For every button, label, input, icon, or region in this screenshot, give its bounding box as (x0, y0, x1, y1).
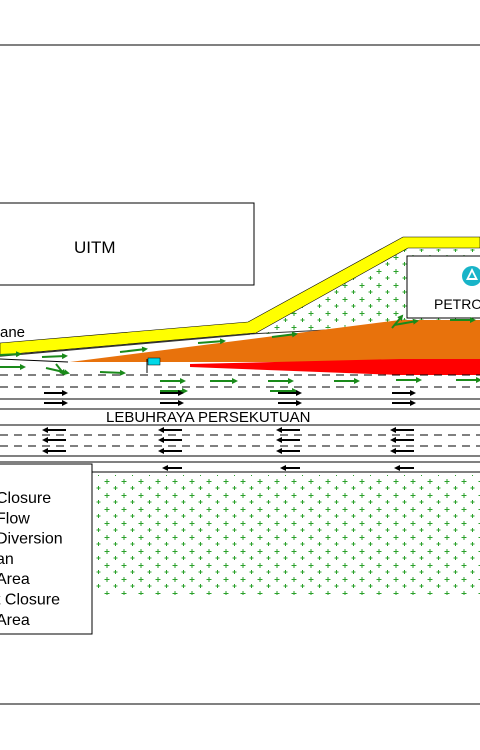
uitm-building (0, 202, 255, 286)
traffic-cone-icon (146, 357, 161, 373)
legend-item: Flow (0, 510, 30, 527)
lane-closure-orange (70, 320, 480, 362)
green-flow-arrow (197, 338, 226, 345)
road-markings (0, 358, 480, 473)
lane-edge-line (0, 333, 251, 357)
legend-item: t Closure (0, 592, 60, 609)
legend-box (0, 463, 93, 635)
legend-item: an (0, 551, 14, 568)
green-flow-arrow (41, 353, 68, 360)
legend-items: Closure Flow Diversion an Area t Closure Area (0, 490, 63, 629)
legend-item: Area (0, 571, 30, 588)
green-flow-arrow (45, 367, 70, 376)
petrol-station-block (406, 255, 480, 319)
grass-area-lower (93, 475, 480, 595)
green-flow-arrow (393, 318, 419, 326)
green-flow-arrow (271, 331, 298, 338)
petrol-logo-icon (462, 266, 480, 286)
uitm-label: UITM (74, 238, 116, 257)
black-traffic-arrows (42, 390, 416, 471)
green-flow-arrows (0, 314, 480, 394)
green-flow-arrow (0, 351, 22, 358)
green-flow-arrow (119, 346, 148, 353)
green-flow-arrow (55, 363, 66, 376)
legend-item: Diversion (0, 531, 63, 548)
lane-closure-red (190, 359, 480, 375)
lane-label: ane (0, 324, 25, 341)
yellow-embankment (0, 236, 480, 356)
petrol-station-label: PETRO (434, 296, 480, 312)
green-flow-arrow (391, 314, 404, 329)
road-name-label: LEBUHRAYA PERSEKUTUAN (106, 409, 311, 426)
legend-item: Area (0, 612, 30, 629)
green-flow-arrow (99, 369, 126, 376)
legend-item: Closure (0, 490, 51, 507)
